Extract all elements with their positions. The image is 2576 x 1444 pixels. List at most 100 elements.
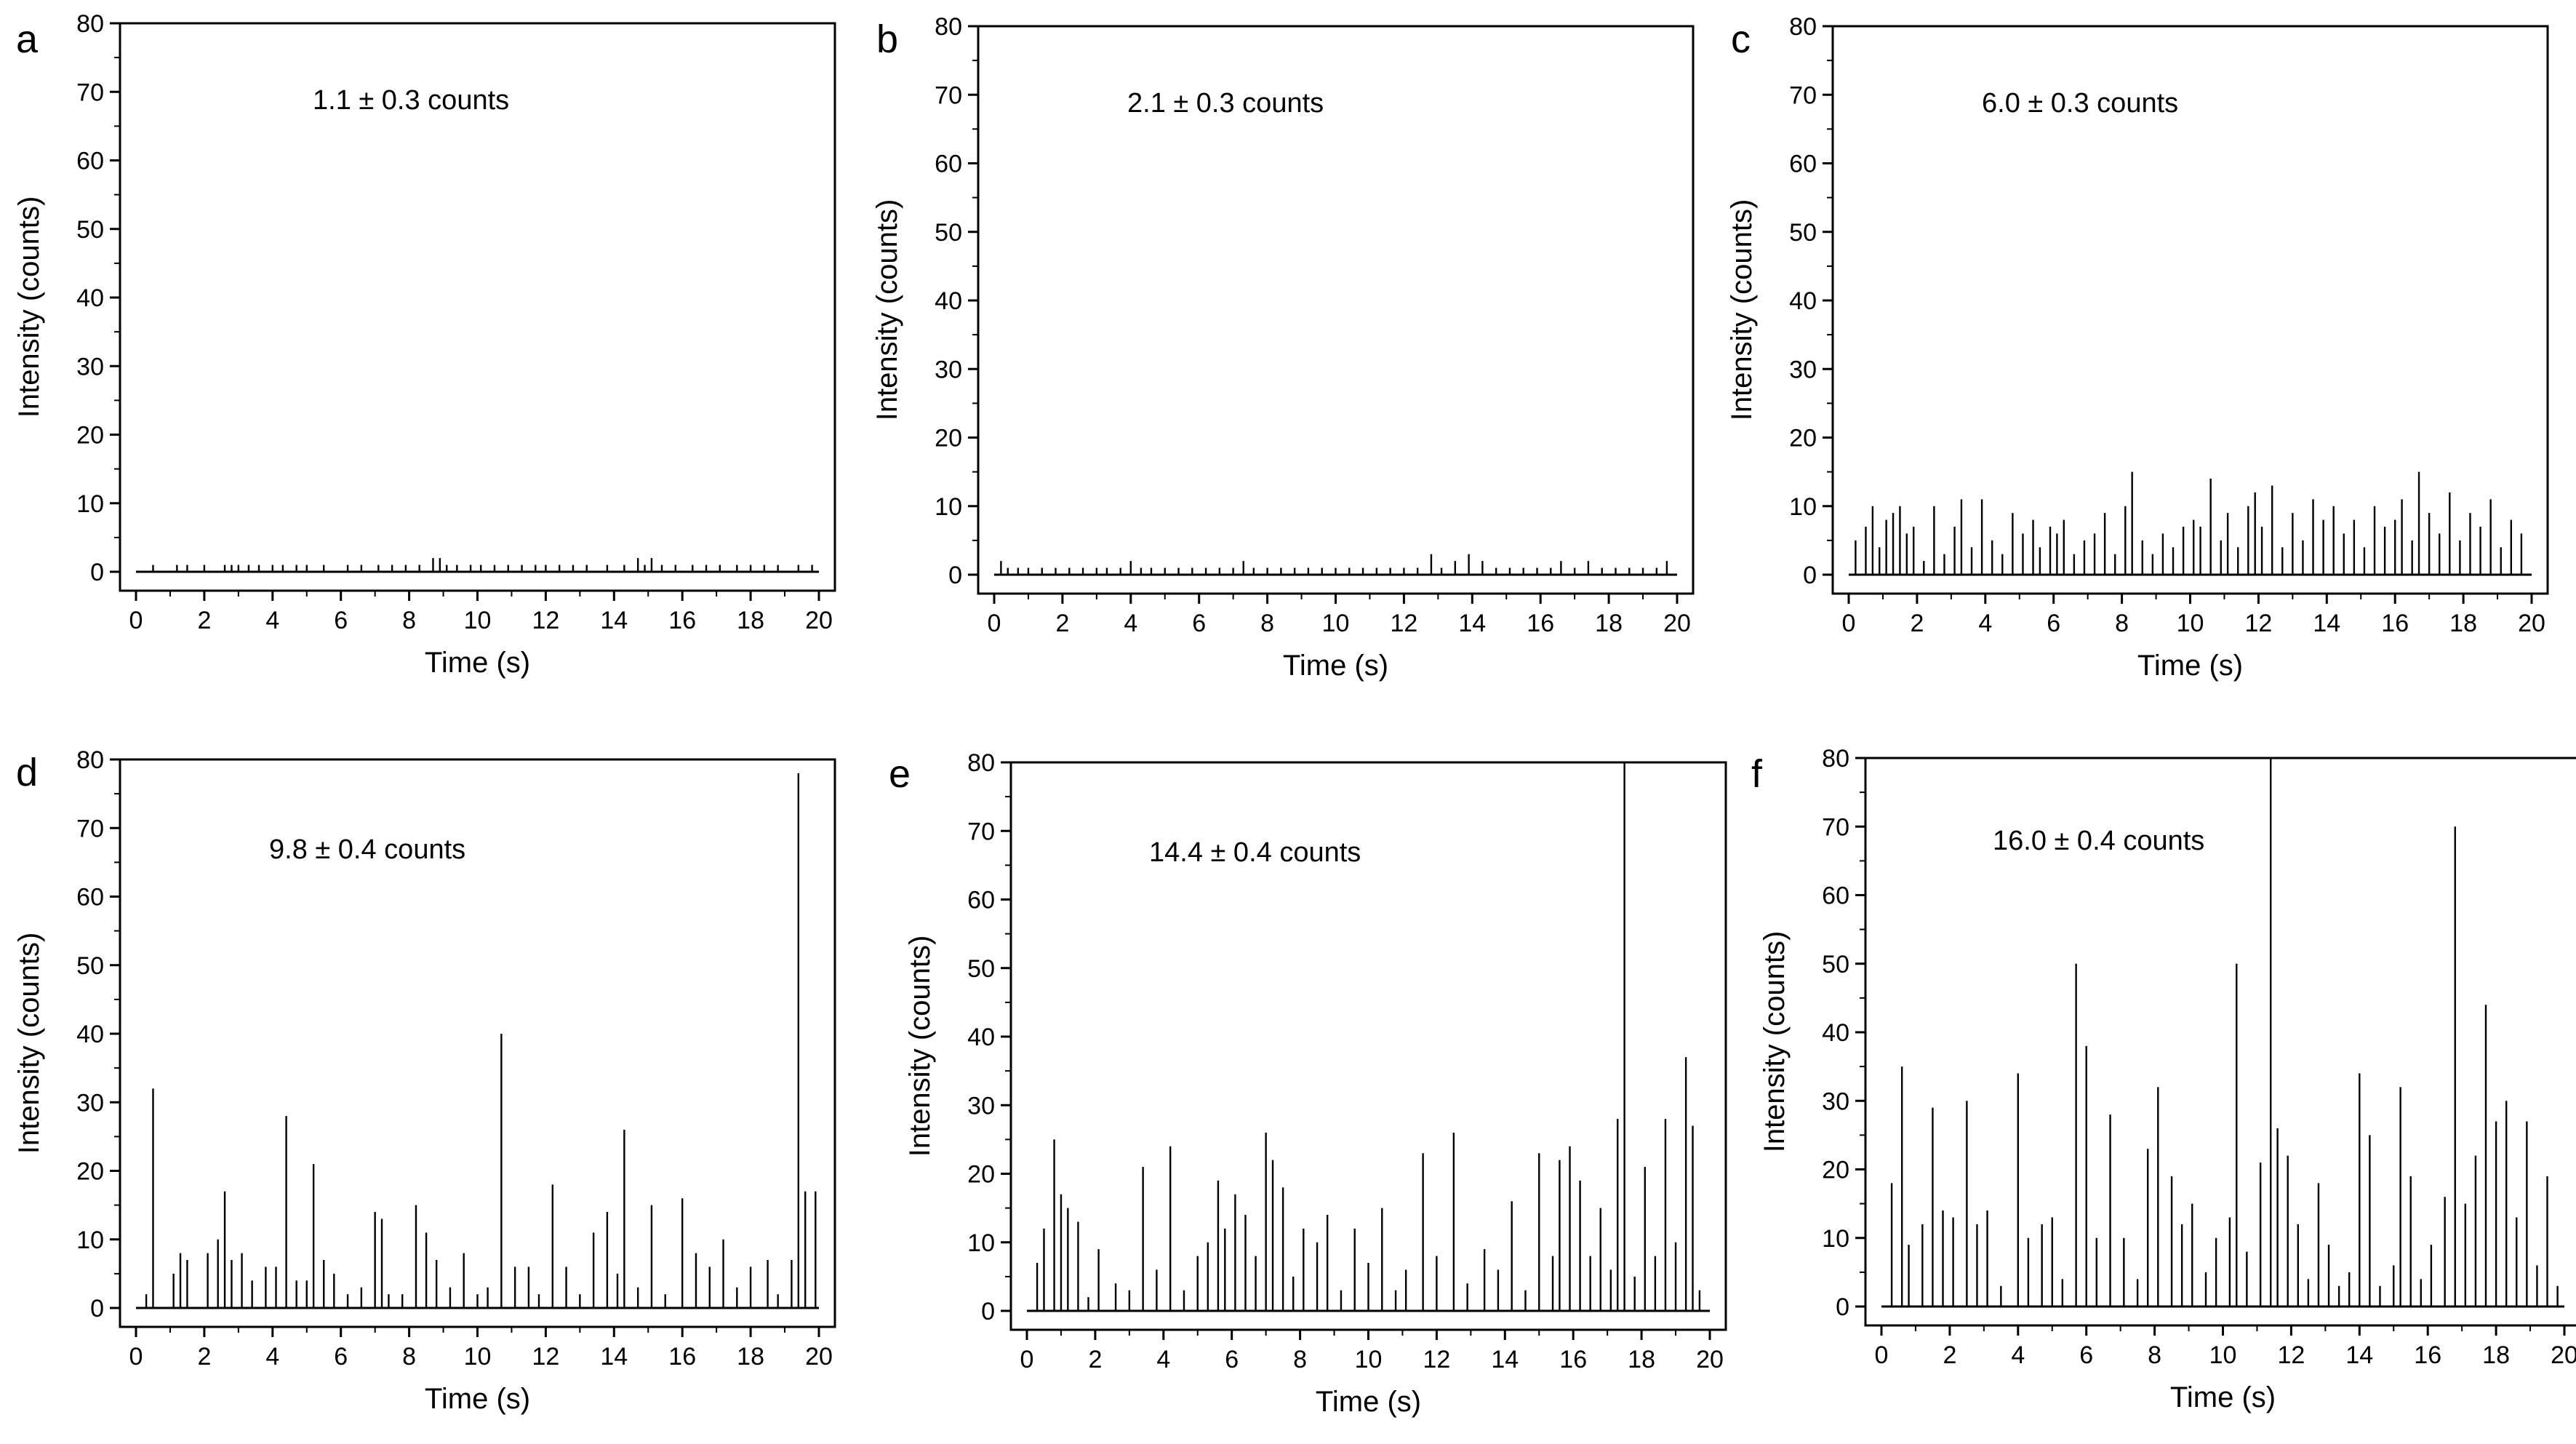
- x-tick-label: 16: [2381, 610, 2409, 637]
- y-tick-label: 40: [1789, 287, 1817, 315]
- x-tick-label: 20: [805, 607, 833, 634]
- series-photon-counts: [145, 773, 817, 1308]
- y-tick-label: 10: [1789, 493, 1817, 521]
- x-tick-label: 18: [2449, 610, 2477, 637]
- x-tick-label: 18: [737, 607, 764, 634]
- x-tick-label: 18: [1595, 610, 1623, 637]
- panel-letter: e: [889, 752, 911, 796]
- y-tick-label: 10: [967, 1229, 995, 1257]
- chart-panel-c: c 6.0 ± 0.3 counts 0 10 20 30 40 50 60 70 80 0 2 4 6 8 1…: [1726, 13, 2549, 682]
- x-tick-label: 12: [1390, 610, 1417, 637]
- x-tick-label: 12: [2277, 1341, 2305, 1369]
- y-tick-label: 50: [1789, 219, 1817, 247]
- y-tick-label: 80: [935, 13, 962, 41]
- panel-letter: b: [876, 17, 898, 61]
- x-tick-label: 0: [129, 607, 143, 634]
- x-tick-label: 14: [2345, 1341, 2373, 1369]
- y-tick-label: 70: [1789, 81, 1817, 109]
- x-axis-label: Time (s): [2137, 650, 2243, 682]
- y-axis-label: Intensity (counts): [904, 936, 936, 1157]
- x-tick-label: 18: [1628, 1346, 1655, 1373]
- y-tick-label: 50: [76, 216, 104, 244]
- y-tick-label: 70: [935, 81, 962, 109]
- y-tick-label: 20: [967, 1161, 995, 1189]
- y-tick-label: 30: [967, 1092, 995, 1120]
- x-tick-label: 12: [532, 1343, 559, 1371]
- y-tick-label: 60: [1789, 151, 1817, 178]
- x-tick-label: 6: [1225, 1346, 1239, 1373]
- y-tick-label: 40: [76, 1021, 104, 1048]
- y-tick-label: 60: [76, 148, 104, 175]
- x-tick-label: 0: [1020, 1346, 1034, 1373]
- y-tick-label: 0: [981, 1298, 995, 1325]
- x-tick-label: 10: [2209, 1341, 2237, 1369]
- annotation-label: 6.0 ± 0.3 counts: [1982, 88, 2178, 119]
- x-tick-label: 16: [668, 1343, 696, 1371]
- y-axis-label: Intensity (counts): [871, 199, 903, 421]
- y-tick-label: 70: [967, 818, 995, 845]
- x-tick-label: 2: [1055, 610, 1069, 637]
- y-tick-label: 30: [76, 1089, 104, 1117]
- annotation-label: 1.1 ± 0.3 counts: [313, 85, 509, 116]
- y-tick-label: 40: [935, 287, 962, 315]
- x-tick-label: 4: [2011, 1341, 2025, 1369]
- y-tick-label: 30: [76, 353, 104, 380]
- x-tick-label: 2: [1943, 1341, 1956, 1369]
- annotation-label: 2.1 ± 0.3 counts: [1127, 88, 1324, 119]
- panel-letter: f: [1751, 752, 1763, 796]
- y-tick-label: 20: [76, 422, 104, 450]
- x-tick-label: 2: [1088, 1346, 1102, 1373]
- chart-panel-b: b 2.1 ± 0.3 counts 0 10 20 30 40 50 60 70 80 0 2 4 6 8 1…: [871, 13, 1695, 682]
- x-tick-label: 8: [2115, 610, 2129, 637]
- x-tick-label: 8: [402, 607, 416, 634]
- y-axis-label: Intensity (counts): [13, 933, 45, 1154]
- series-photon-counts: [1036, 762, 1701, 1311]
- y-tick-label: 40: [967, 1024, 995, 1051]
- y-tick-label: 10: [935, 493, 962, 521]
- x-tick-label: 8: [1293, 1346, 1307, 1373]
- y-tick-label: 0: [948, 562, 962, 589]
- y-axis-label: Intensity (counts): [1759, 931, 1791, 1153]
- x-tick-label: 8: [1260, 610, 1274, 637]
- y-tick-label: 0: [1836, 1293, 1849, 1321]
- x-tick-label: 10: [1322, 610, 1350, 637]
- annotation-label: 14.4 ± 0.4 counts: [1149, 837, 1361, 868]
- x-tick-label: 2: [1910, 610, 1924, 637]
- x-tick-label: 10: [1355, 1346, 1383, 1373]
- x-tick-label: 2: [197, 607, 211, 634]
- x-tick-label: 10: [464, 607, 492, 634]
- x-axis-label: Time (s): [425, 1383, 530, 1415]
- y-tick-label: 40: [76, 284, 104, 312]
- y-tick-label: 50: [76, 952, 104, 980]
- x-tick-label: 6: [334, 607, 348, 634]
- y-tick-label: 30: [1789, 356, 1817, 383]
- x-tick-label: 4: [1978, 610, 1992, 637]
- x-tick-label: 20: [1663, 610, 1691, 637]
- x-tick-label: 12: [532, 607, 559, 634]
- y-tick-label: 10: [76, 1226, 104, 1254]
- y-tick-label: 0: [90, 1295, 104, 1323]
- x-tick-label: 0: [129, 1343, 143, 1371]
- x-tick-label: 18: [2482, 1341, 2510, 1369]
- x-tick-label: 20: [2551, 1341, 2576, 1369]
- x-tick-label: 16: [1559, 1346, 1587, 1373]
- x-tick-label: 0: [988, 610, 1001, 637]
- y-tick-label: 10: [1822, 1225, 1849, 1253]
- x-tick-label: 4: [265, 607, 279, 634]
- y-tick-label: 70: [1822, 813, 1849, 841]
- x-tick-label: 18: [737, 1343, 764, 1371]
- x-tick-label: 20: [805, 1343, 833, 1371]
- x-tick-label: 6: [1192, 610, 1206, 637]
- x-tick-label: 6: [2079, 1341, 2093, 1369]
- series-photon-counts: [1000, 554, 1668, 575]
- y-tick-label: 80: [967, 749, 995, 777]
- chart-panel-d: d 9.8 ± 0.4 counts 0 10 20 30 40 50 60 70 80 0 2 4 6 8 1…: [13, 746, 836, 1415]
- series-photon-counts: [1890, 758, 2559, 1307]
- plot-frame: [977, 25, 1695, 595]
- x-tick-label: 0: [1842, 610, 1856, 637]
- x-axis-label: Time (s): [425, 647, 530, 679]
- x-tick-label: 6: [334, 1343, 348, 1371]
- x-tick-label: 14: [600, 1343, 628, 1371]
- chart-panel-e: e 14.4 ± 0.4 counts 0 10 20 30 40 50 60 70 80 0 2 4 6 8…: [889, 749, 1727, 1418]
